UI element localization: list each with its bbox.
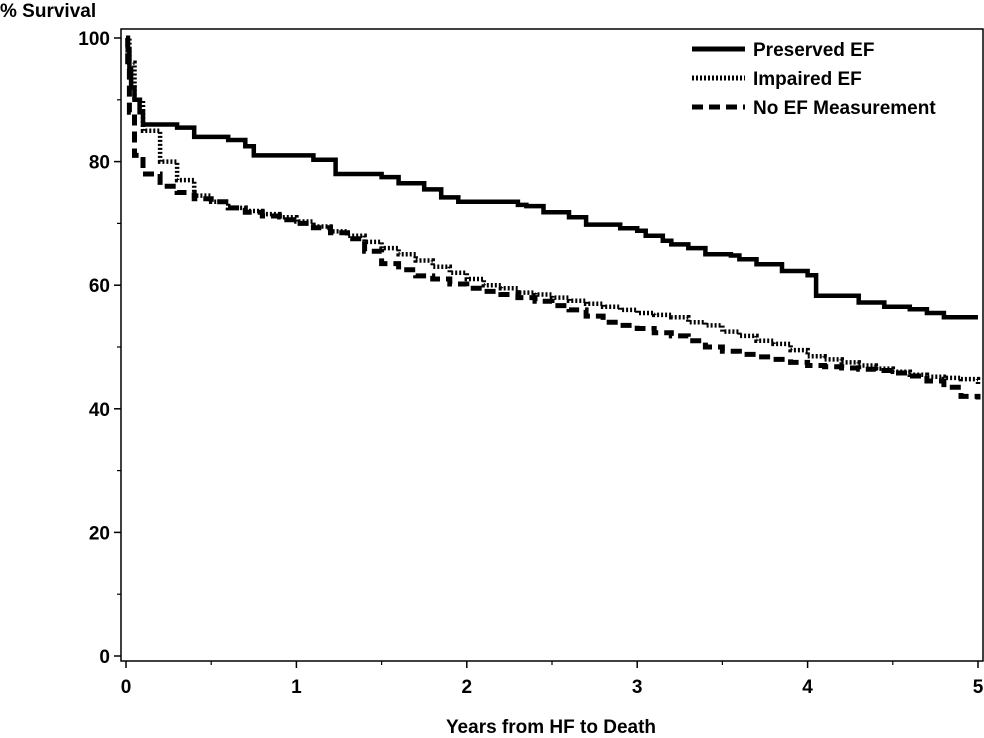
legend-label-impaired-ef: Impaired EF [753,69,862,90]
legend: Preserved EF Impaired EF No EF Measureme… [692,40,936,119]
plot-frame [120,28,984,662]
x-axis-title: Years from HF to Death [446,717,656,738]
x-tick-label: 3 [632,677,643,698]
y-tick-label: 80 [89,153,110,174]
x-tick-label: 2 [462,677,473,698]
legend-label-preserved-ef: Preserved EF [753,40,874,61]
x-axis-ticks: 0 1 2 3 4 5 [121,661,984,698]
y-tick-label: 40 [89,400,110,421]
y-tick-label: 0 [99,647,110,668]
x-tick-label: 4 [802,677,813,698]
series-line-preserved-ef [125,35,978,320]
x-tick-label: 1 [291,677,302,698]
series-layer [125,35,981,400]
y-axis-ticks: 0 20 40 60 80 100 [78,29,121,668]
x-tick-label: 5 [973,677,984,698]
legend-label-no-ef-measurement: No EF Measurement [753,98,936,119]
y-axis-title: % Survival [0,1,96,22]
y-tick-label: 100 [78,29,110,50]
y-tick-label: 20 [89,523,110,544]
series-line-no-ef-measurement [125,35,981,400]
y-tick-label: 60 [89,276,110,297]
x-tick-label: 0 [121,677,132,698]
